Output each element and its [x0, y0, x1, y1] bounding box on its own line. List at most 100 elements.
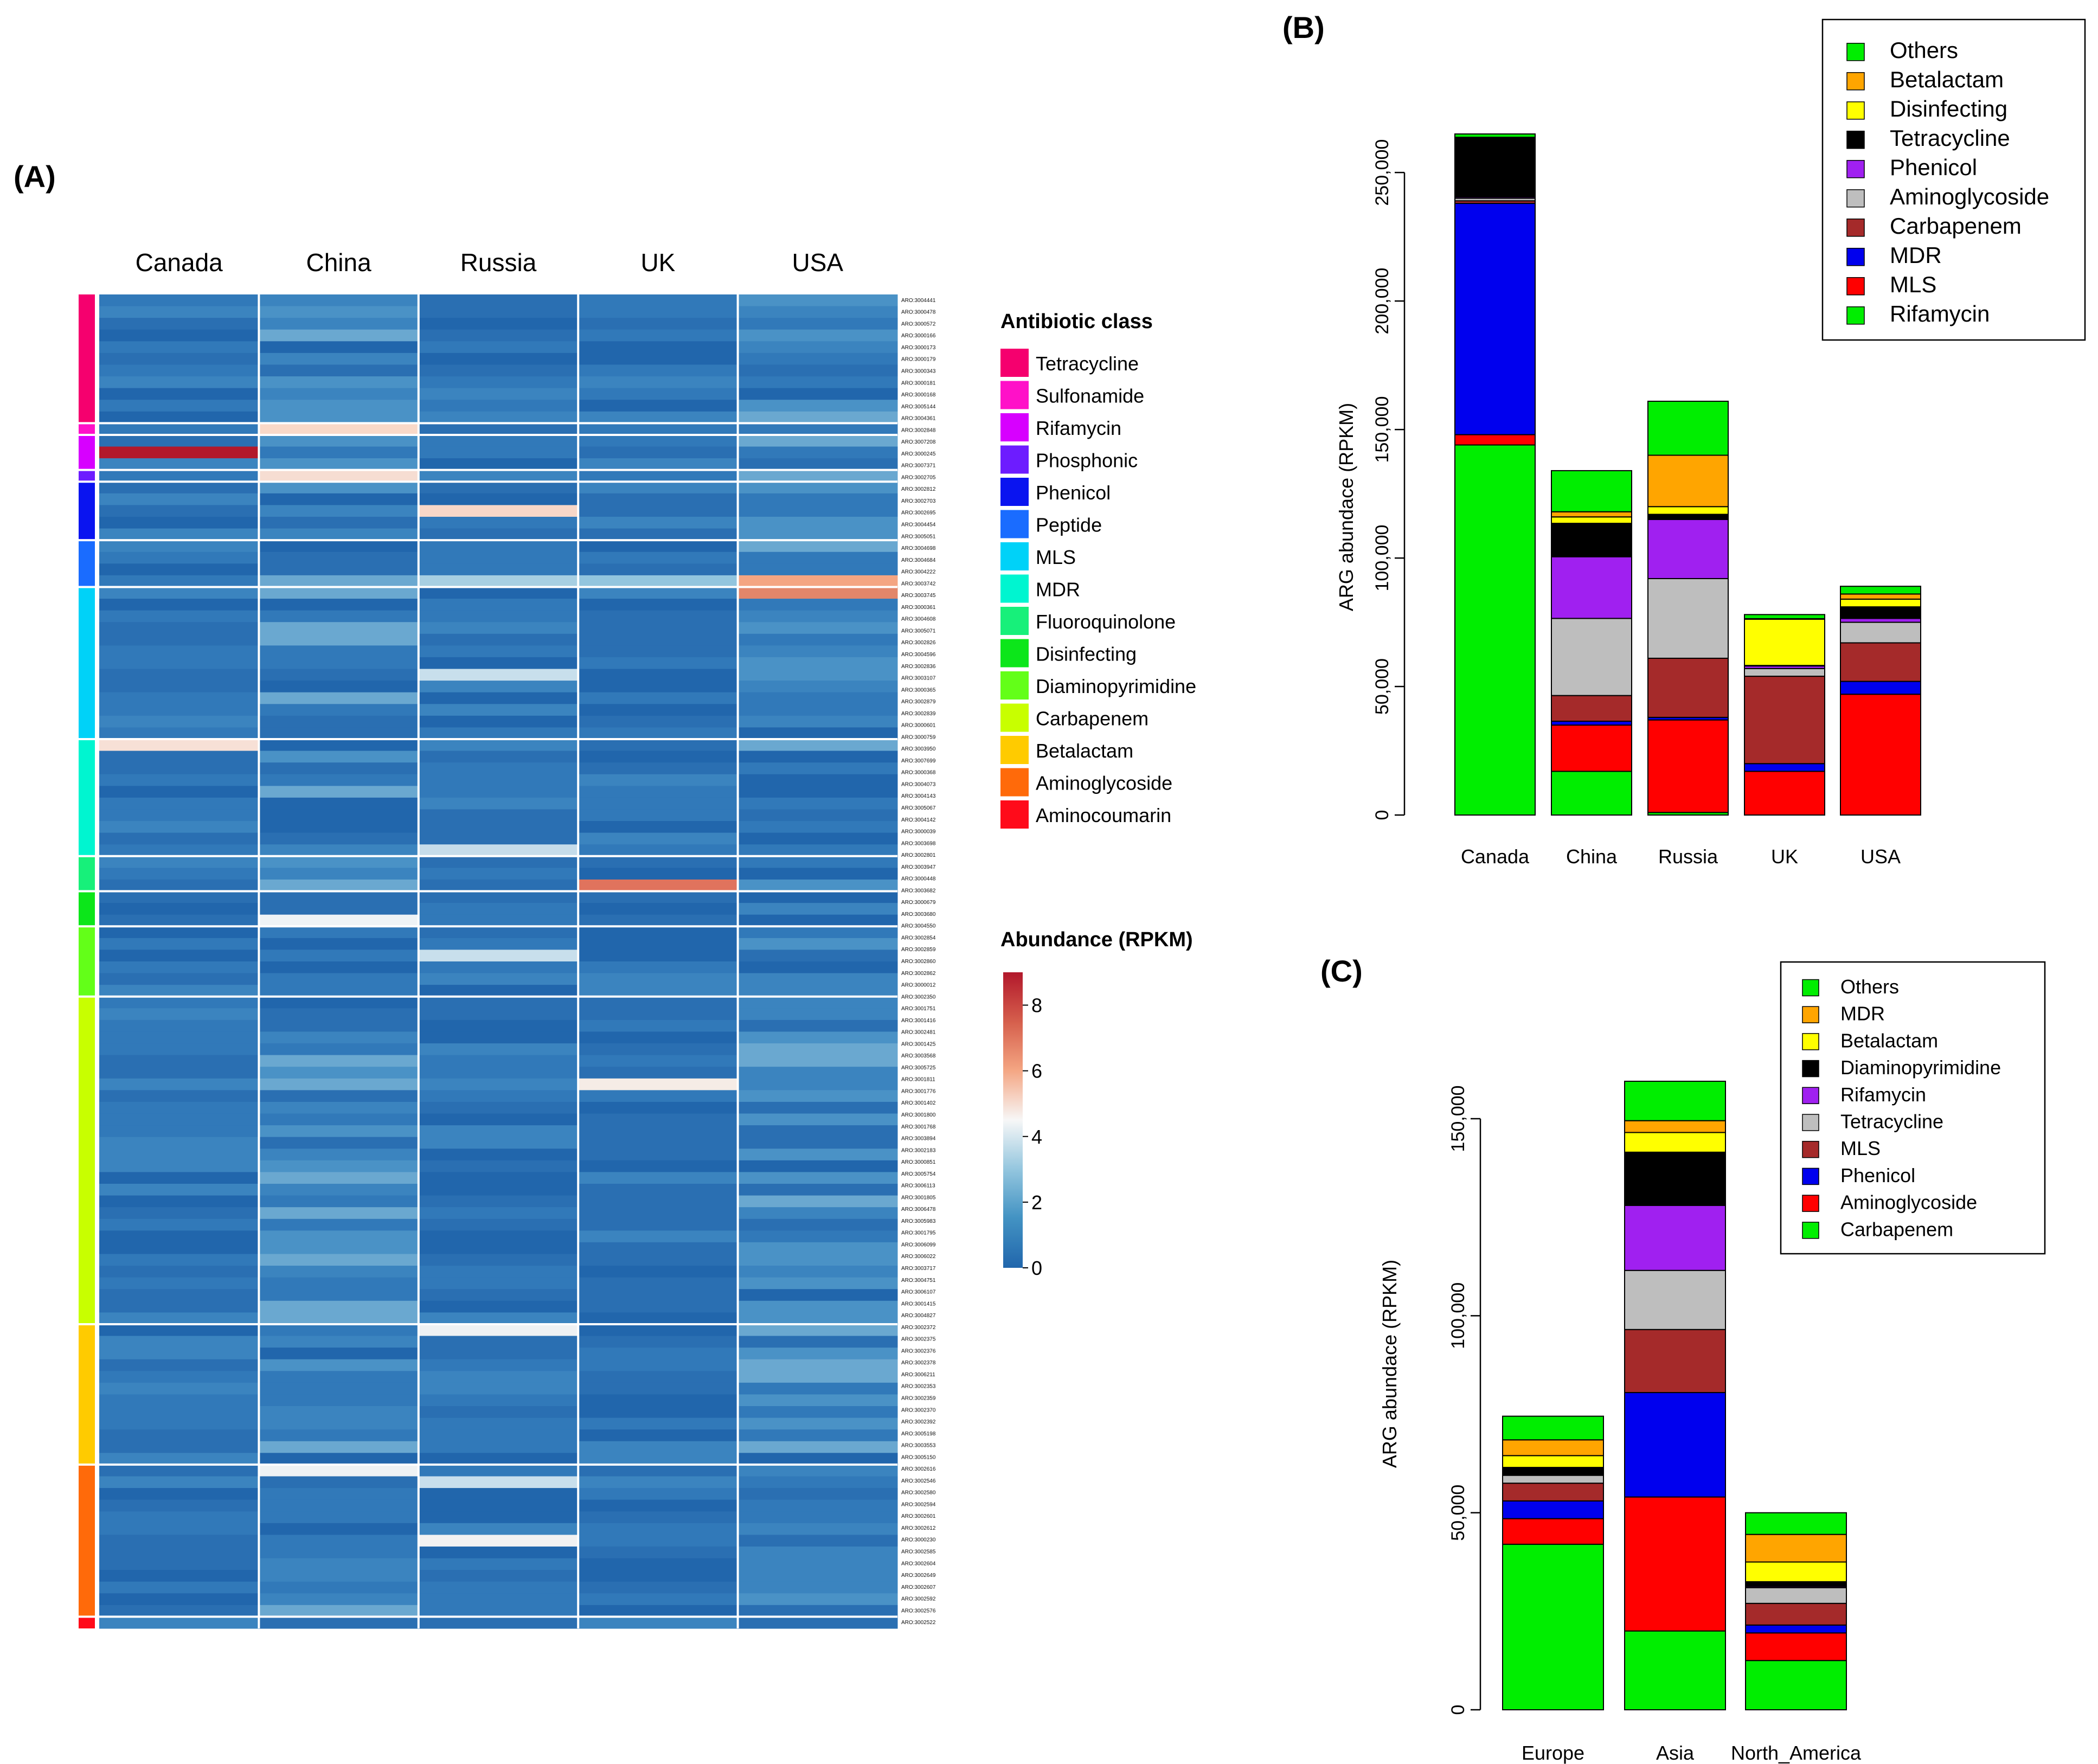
heatmap-cell [737, 669, 898, 681]
heatmap-cell [259, 832, 419, 845]
heatmap-cell [578, 1218, 739, 1231]
bar-segment-tetracycline [1745, 1587, 1847, 1604]
heatmap-row-label: ARO:3000572 [901, 321, 936, 327]
legend-swatch-mls [1846, 277, 1865, 296]
heatmap-cell [578, 1207, 739, 1220]
heatmap-cell [99, 364, 259, 377]
panel-b-legend: Others Betalactam Disinfecting Tetracycline… [1821, 18, 2086, 341]
heatmap-row-label: ARO:3004550 [901, 923, 936, 929]
heatmap-row-label: ARO:3000179 [901, 357, 936, 363]
antibiotic-class-legend-title: Antibiotic class [1000, 310, 1153, 333]
heatmap-row-label: ARO:3002848 [901, 427, 936, 433]
legend-swatch-mdr [1802, 1006, 1819, 1023]
heatmap-sidebar-diaminopyrimidine [79, 926, 95, 997]
y-tick-label: 100,000 [1448, 1282, 1468, 1349]
heatmap-cell [99, 470, 259, 482]
heatmap-cell [418, 1359, 579, 1371]
heatmap-cell [418, 1324, 579, 1337]
heatmap-cell [578, 727, 739, 740]
y-tick-label: 50,000 [1448, 1485, 1468, 1541]
heatmap-cell [578, 376, 739, 389]
heatmap-cell [578, 458, 739, 471]
heatmap-row-label: ARO:3002604 [901, 1561, 936, 1567]
heatmap-cell [259, 1406, 419, 1419]
heatmap-cell [737, 1172, 898, 1184]
heatmap-cell [578, 551, 739, 564]
heatmap-row-label: ARO:3002862 [901, 971, 936, 977]
x-tick-label: UK [1771, 845, 1798, 868]
heatmap-row-label: ARO:3000012 [901, 983, 936, 989]
heatmap-cell [99, 1359, 259, 1371]
heatmap-cell [418, 938, 579, 950]
x-tick-label: Russia [1658, 845, 1718, 868]
heatmap-cell [418, 587, 579, 599]
heatmap-cell [578, 1441, 739, 1453]
heatmap-cell [578, 1558, 739, 1570]
heatmap-cell [578, 493, 739, 505]
heatmap-cell [259, 517, 419, 529]
heatmap-row-label: ARO:3007699 [901, 758, 936, 764]
heatmap-cell [99, 657, 259, 670]
heatmap-cell [737, 1348, 898, 1360]
bar-segment-diaminopyrimidine [1502, 1467, 1604, 1476]
heatmap-cell [418, 1429, 579, 1442]
heatmap-cell [99, 318, 259, 330]
heatmap-cell [418, 306, 579, 318]
heatmap-cell [578, 1137, 739, 1149]
heatmap-row-label: ARO:3002860 [901, 959, 936, 965]
heatmap-cell [737, 1499, 898, 1512]
heatmap-cell [737, 352, 898, 365]
heatmap-cell [737, 551, 898, 564]
panel-label-b: (B) [1282, 10, 1325, 44]
heatmap-cell [737, 1254, 898, 1266]
heatmap-row-label: ARO:3005150 [901, 1454, 936, 1460]
heatmap-cell [99, 914, 259, 927]
heatmap-cell [259, 938, 419, 950]
heatmap-row-label: ARO:3000173 [901, 345, 936, 351]
legend-label-aminoglycoside: Aminoglycoside [1036, 772, 1172, 794]
heatmap-cell [259, 669, 419, 681]
bar-segment-betalactam [1745, 1561, 1847, 1582]
heatmap-cell [737, 879, 898, 892]
heatmap-row-label: ARO:3001811 [901, 1077, 935, 1083]
heatmap-row-label: ARO:3000601 [901, 723, 936, 729]
heatmap-cell [418, 341, 579, 354]
heatmap-cell [259, 329, 419, 342]
heatmap-cell [99, 926, 259, 939]
heatmap-cell [737, 1289, 898, 1301]
x-tick-label: North_America [1731, 1742, 1862, 1764]
heatmap-cell [259, 1289, 419, 1301]
x-tick-label: China [1566, 845, 1618, 868]
heatmap-cell [418, 879, 579, 892]
bar-segment-phenicol [1840, 618, 1921, 623]
heatmap-cell [99, 1476, 259, 1489]
bar-segment-others [1551, 470, 1632, 512]
heatmap-cell [418, 1101, 579, 1114]
abundance-tick-label: 4 [1031, 1126, 1042, 1148]
heatmap-cell [578, 1336, 739, 1348]
legend-swatch-mdr [1000, 574, 1029, 603]
heatmap-cell [99, 1617, 259, 1629]
heatmap-row-label: ARO:3000166 [901, 333, 936, 339]
bar-segment-betalactam [1551, 511, 1632, 518]
heatmap-cell [737, 587, 898, 599]
heatmap-cell [259, 1535, 419, 1547]
bar-segment-betalactam [1840, 593, 1921, 600]
heatmap-cell [418, 1266, 579, 1278]
heatmap-row-label: ARO:3006211 [901, 1372, 935, 1378]
heatmap-cell [418, 1394, 579, 1407]
heatmap-cell [737, 692, 898, 704]
heatmap-cell [578, 973, 739, 985]
legend-label-phenicol: Phenicol [1840, 1164, 1915, 1186]
heatmap-cell [99, 821, 259, 833]
heatmap-cell [737, 329, 898, 342]
bar-segment-rifamycin [1551, 771, 1632, 816]
heatmap-row-label: ARO:3002854 [901, 935, 936, 941]
legend-label-aminoglycoside: Aminoglycoside [1840, 1191, 1977, 1214]
heatmap-cell [418, 1523, 579, 1535]
heatmap-cell [578, 1090, 739, 1102]
heatmap-cell [259, 1184, 419, 1196]
heatmap-cell [418, 985, 579, 997]
heatmap-cell [737, 1605, 898, 1617]
heatmap-cell [259, 1336, 419, 1348]
